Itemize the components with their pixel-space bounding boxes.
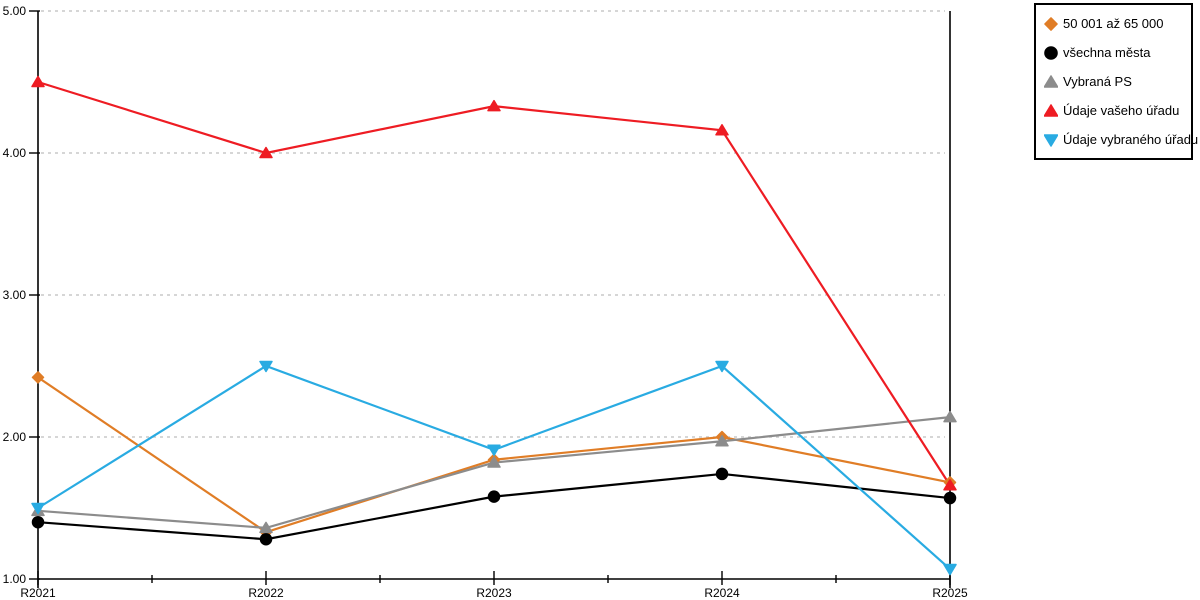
- data-point-marker: [487, 444, 501, 457]
- data-point-marker: [487, 456, 501, 468]
- data-point-marker: [259, 521, 273, 534]
- legend-triangle-down-icon: [1043, 133, 1059, 147]
- legend-diamond-icon: [1044, 16, 1058, 31]
- data-point-marker: [487, 99, 501, 112]
- data-point-marker: [1043, 103, 1059, 117]
- data-point-marker: [1044, 45, 1058, 60]
- x-tick-label: R2024: [704, 586, 740, 600]
- legend-circle-icon: [1044, 45, 1058, 60]
- legend-item: Vybraná PS: [1043, 67, 1187, 96]
- data-point-marker: [487, 490, 501, 503]
- legend-label: Vybraná PS: [1063, 74, 1132, 89]
- legend-label: Údaje vybraného úřadu: [1063, 132, 1199, 147]
- data-point-marker: [715, 360, 729, 373]
- legend-item: všechna města: [1044, 38, 1187, 67]
- data-point-marker: [943, 563, 957, 576]
- y-tick-label: 3.00: [3, 288, 27, 302]
- legend-label: Údaje vašeho úřadu: [1063, 103, 1180, 118]
- series-line: [37, 416, 951, 529]
- legend-triangle-up-icon: [1043, 74, 1059, 89]
- y-tick-label: 1.00: [3, 572, 27, 586]
- legend-item: Údaje vybraného úřadu: [1043, 125, 1198, 154]
- data-point-marker: [943, 410, 957, 423]
- data-point-marker: [715, 124, 729, 136]
- data-point-marker: [943, 491, 957, 505]
- data-point-marker: [259, 360, 273, 373]
- legend-triangle-up-icon: [1043, 103, 1059, 118]
- legend-label: všechna města: [1063, 45, 1151, 60]
- data-point-marker: [31, 502, 45, 515]
- data-point-marker: [1043, 74, 1059, 88]
- data-point-marker: [31, 75, 45, 88]
- data-point-marker: [715, 435, 729, 447]
- legend-item: 50 001 až 65 000: [1044, 9, 1187, 38]
- data-point-marker: [1044, 16, 1058, 31]
- y-tick-label: 4.00: [3, 146, 27, 160]
- x-tick-label: R2023: [476, 586, 512, 600]
- data-point-marker: [259, 532, 273, 546]
- x-tick-label: R2022: [248, 586, 284, 600]
- y-tick-label: 2.00: [3, 430, 27, 444]
- y-tick-label: 5.00: [3, 4, 27, 18]
- legend: 50 001 až 65 000 všechna města Vybraná PS Ú…: [1034, 3, 1198, 160]
- series-line: [37, 80, 951, 486]
- series-line: [37, 472, 951, 541]
- legend-label: 50 001 až 65 000: [1063, 16, 1164, 31]
- data-point-marker: [715, 467, 729, 481]
- data-point-marker: [31, 371, 45, 384]
- data-point-marker: [1043, 133, 1059, 147]
- x-tick-label: R2025: [932, 586, 968, 600]
- data-point-marker: [31, 515, 45, 529]
- legend-item: Údaje vašeho úřadu: [1043, 96, 1187, 125]
- data-point-marker: [943, 479, 957, 491]
- x-tick-label: R2021: [20, 586, 56, 600]
- data-point-marker: [259, 146, 273, 159]
